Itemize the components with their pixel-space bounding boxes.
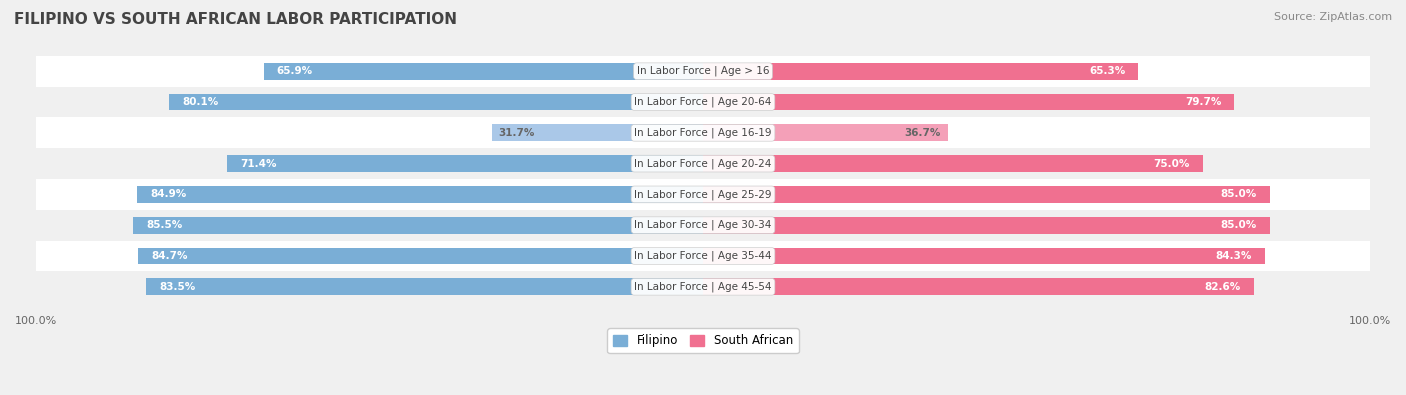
Bar bbox=[37, 210, 1369, 241]
Text: 36.7%: 36.7% bbox=[904, 128, 941, 138]
Text: 79.7%: 79.7% bbox=[1185, 97, 1222, 107]
Bar bbox=[138, 248, 703, 264]
Text: 80.1%: 80.1% bbox=[183, 97, 218, 107]
Text: In Labor Force | Age 35-44: In Labor Force | Age 35-44 bbox=[634, 251, 772, 261]
Text: 85.0%: 85.0% bbox=[1220, 220, 1257, 230]
Bar bbox=[703, 63, 1139, 80]
Bar bbox=[37, 179, 1369, 210]
Bar bbox=[492, 124, 703, 141]
Text: In Labor Force | Age 45-54: In Labor Force | Age 45-54 bbox=[634, 282, 772, 292]
Bar bbox=[132, 217, 703, 234]
Bar bbox=[703, 94, 1234, 111]
Text: 84.3%: 84.3% bbox=[1215, 251, 1251, 261]
Text: In Labor Force | Age 16-19: In Labor Force | Age 16-19 bbox=[634, 128, 772, 138]
Bar bbox=[37, 56, 1369, 87]
Text: 85.0%: 85.0% bbox=[1220, 189, 1257, 199]
Text: 84.7%: 84.7% bbox=[152, 251, 188, 261]
Text: In Labor Force | Age 25-29: In Labor Force | Age 25-29 bbox=[634, 189, 772, 199]
Bar bbox=[37, 148, 1369, 179]
Bar bbox=[703, 186, 1270, 203]
Text: 75.0%: 75.0% bbox=[1153, 159, 1189, 169]
Text: 65.9%: 65.9% bbox=[277, 66, 314, 76]
Text: 82.6%: 82.6% bbox=[1205, 282, 1240, 292]
Bar bbox=[263, 63, 703, 80]
Text: 31.7%: 31.7% bbox=[498, 128, 534, 138]
Legend: Filipino, South African: Filipino, South African bbox=[607, 328, 799, 353]
Bar bbox=[37, 87, 1369, 117]
Text: In Labor Force | Age 30-34: In Labor Force | Age 30-34 bbox=[634, 220, 772, 230]
Text: In Labor Force | Age 20-24: In Labor Force | Age 20-24 bbox=[634, 158, 772, 169]
Text: 84.9%: 84.9% bbox=[150, 189, 187, 199]
Text: In Labor Force | Age > 16: In Labor Force | Age > 16 bbox=[637, 66, 769, 77]
Bar bbox=[37, 271, 1369, 302]
Text: In Labor Force | Age 20-64: In Labor Force | Age 20-64 bbox=[634, 97, 772, 107]
Bar bbox=[703, 217, 1270, 234]
Bar bbox=[37, 241, 1369, 271]
Text: 85.5%: 85.5% bbox=[146, 220, 183, 230]
Text: 65.3%: 65.3% bbox=[1088, 66, 1125, 76]
Bar bbox=[703, 155, 1204, 172]
Text: Source: ZipAtlas.com: Source: ZipAtlas.com bbox=[1274, 12, 1392, 22]
Text: 71.4%: 71.4% bbox=[240, 159, 277, 169]
Bar bbox=[703, 124, 948, 141]
Bar bbox=[37, 117, 1369, 148]
Bar bbox=[226, 155, 703, 172]
Text: FILIPINO VS SOUTH AFRICAN LABOR PARTICIPATION: FILIPINO VS SOUTH AFRICAN LABOR PARTICIP… bbox=[14, 12, 457, 27]
Text: 83.5%: 83.5% bbox=[159, 282, 195, 292]
Bar bbox=[146, 278, 703, 295]
Bar bbox=[703, 248, 1265, 264]
Bar bbox=[169, 94, 703, 111]
Bar bbox=[136, 186, 703, 203]
Bar bbox=[703, 278, 1254, 295]
